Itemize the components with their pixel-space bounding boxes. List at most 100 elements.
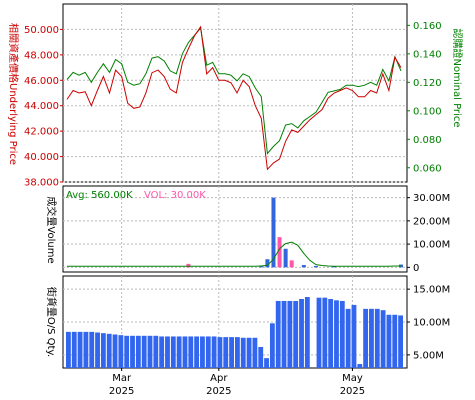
outstanding-bar — [328, 299, 334, 368]
outstanding-bar — [77, 331, 83, 368]
outstanding-bar — [135, 335, 141, 368]
left-tick-label: 38.000 — [24, 178, 59, 189]
outstanding-bar — [334, 300, 339, 368]
left-tick-label: 40.000 — [24, 152, 59, 163]
right-axis-label: 認購證Nominal Price — [451, 29, 464, 128]
volume-tick-label: 0 — [413, 263, 419, 274]
volume-tick-label: 10.00M — [413, 240, 450, 251]
outstanding-tick-label: 15.00M — [413, 285, 450, 296]
tick-labels: 50.000 48.000 46.000 44.000 42.000 40.000 38.0… — [24, 21, 450, 361]
left-tick-label: 46.000 — [24, 76, 59, 87]
outstanding-bar — [188, 336, 194, 368]
outstanding-bar — [240, 337, 246, 368]
outstanding-bar — [83, 331, 89, 368]
volume-bar — [301, 265, 306, 268]
underlying-price-line — [66, 25, 402, 171]
outstanding-bar — [339, 300, 345, 368]
x-month-label: Mar — [112, 373, 132, 384]
volume-avg-text: Avg: 560.00K — [66, 190, 133, 201]
volume-bar — [271, 197, 276, 268]
outstanding-bar — [106, 333, 112, 368]
outstanding-bar — [374, 308, 380, 368]
outstanding-bar — [112, 334, 118, 368]
volume-bar — [186, 263, 191, 268]
x-month-label: May — [342, 373, 363, 384]
volume-bar — [332, 266, 337, 268]
price-series — [66, 25, 402, 171]
outstanding-bar — [66, 331, 71, 368]
right-tick-label: 0.120 — [413, 78, 442, 89]
outstanding-bar — [369, 308, 374, 368]
outstanding-bar — [194, 336, 200, 368]
x-month-label: Apr — [210, 373, 228, 384]
x-year-label: 2025 — [109, 386, 134, 397]
outstanding-bar — [95, 332, 100, 368]
outstanding-bar — [252, 337, 258, 368]
outstanding-bar — [217, 337, 223, 368]
outstanding-tick-label: 5.00M — [413, 350, 444, 361]
outstanding-bar — [235, 337, 240, 368]
outstanding-bar — [100, 333, 106, 368]
outstanding-bar — [398, 315, 403, 368]
x-axis-labels: Mar 2025 Apr 2025 May 2025 — [109, 368, 365, 397]
outstanding-bar — [304, 297, 310, 368]
right-tick-label: 0.140 — [413, 49, 442, 60]
outstanding-bar — [229, 337, 234, 368]
outstanding-bar — [71, 331, 77, 368]
volume-bar — [265, 259, 270, 268]
outstanding-bar — [258, 346, 264, 368]
right-tick-label: 0.060 — [413, 163, 442, 174]
outstanding-bar — [211, 336, 217, 368]
outstanding-bar — [275, 300, 281, 368]
x-year-label: 2025 — [206, 386, 231, 397]
volume-panel-frame — [62, 185, 408, 273]
left-tick-label: 50.000 — [24, 25, 59, 36]
outstanding-bar — [386, 314, 392, 368]
right-tick-label: 0.100 — [413, 106, 442, 117]
volume-average-line — [67, 241, 401, 267]
left-tick-label: 44.000 — [24, 101, 59, 112]
outstanding-bar — [165, 336, 170, 368]
outstanding-bar — [345, 308, 351, 368]
volume-tick-label: 30.00M — [413, 193, 450, 204]
outstanding-bar — [380, 310, 386, 368]
right-tick-label: 0.160 — [413, 21, 442, 32]
outstanding-bar — [269, 323, 275, 368]
price-panel-frame — [62, 3, 408, 183]
outstanding-bar — [205, 336, 211, 368]
volume-tick-label: 20.00M — [413, 216, 450, 227]
outstanding-bar — [363, 308, 369, 368]
outstanding-bar — [223, 337, 229, 368]
outstanding-bar — [316, 297, 322, 368]
volume-bar — [313, 265, 318, 268]
outstanding-bar — [351, 304, 357, 368]
outstanding-bar — [200, 336, 205, 368]
left-axis-label: 相關資產價格Underlying Price — [7, 23, 20, 165]
outstanding-bar — [124, 335, 130, 368]
outstanding-bar — [357, 364, 363, 368]
outstanding-tick-label: 10.00M — [413, 318, 450, 329]
outstanding-bar — [147, 335, 153, 368]
outstanding-axis-label: 街貨量O/S Qty. — [45, 287, 58, 357]
volume-current-text: VOL: 30.00K — [144, 190, 206, 201]
left-tick-label: 48.000 — [24, 50, 59, 61]
outstanding-bar — [392, 314, 398, 368]
nominal-price-line — [66, 27, 402, 155]
outstanding-bar — [246, 337, 252, 368]
outstanding-bar — [141, 335, 147, 368]
outstanding-bar — [89, 331, 95, 368]
outstanding-bars — [66, 297, 403, 368]
outstanding-bar — [159, 336, 165, 368]
outstanding-bar — [293, 300, 299, 368]
outstanding-bar — [264, 358, 269, 368]
outstanding-bar — [281, 300, 287, 368]
outstanding-bar — [322, 297, 328, 368]
right-tick-label: 0.080 — [413, 135, 442, 146]
volume-bar — [289, 260, 294, 268]
outstanding-bar — [130, 335, 135, 368]
outstanding-bar — [299, 299, 304, 368]
outstanding-bar — [153, 335, 159, 368]
volume-axis-label: 成交量Volume — [45, 196, 58, 263]
